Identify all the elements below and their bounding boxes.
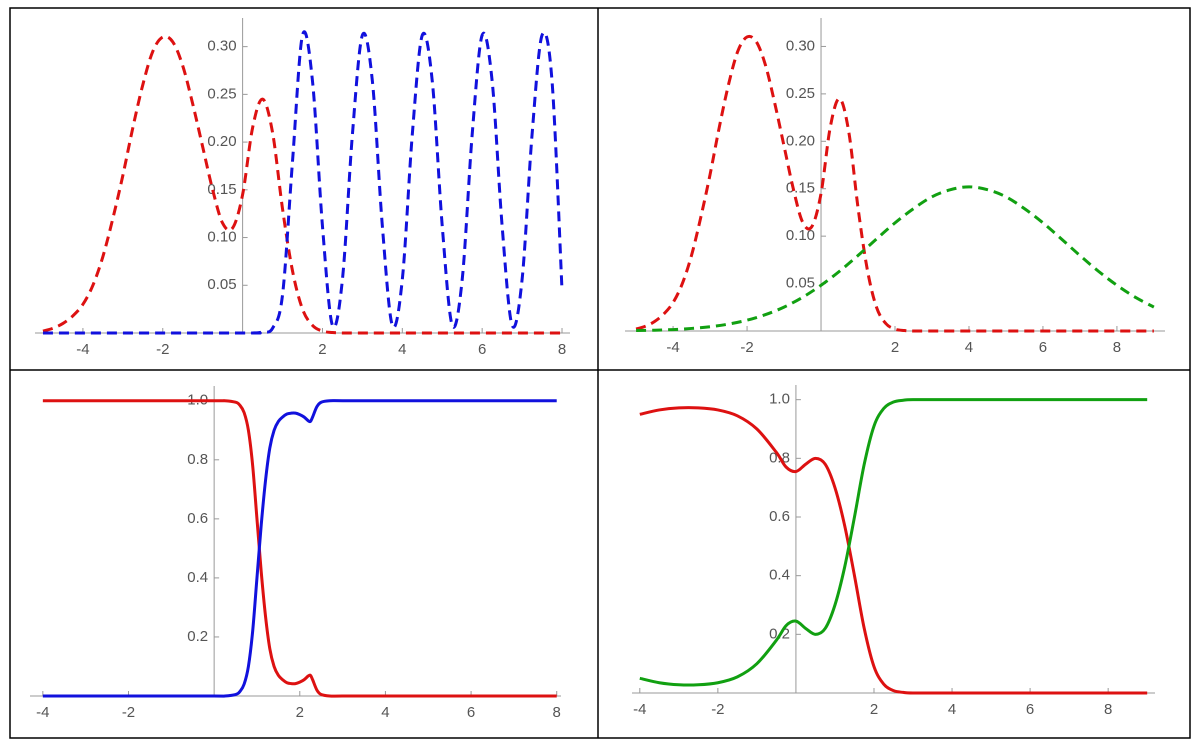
y-tick-label: 0.20 [207, 133, 236, 150]
x-tick-label: 8 [553, 704, 561, 721]
x-tick-label: 8 [1113, 339, 1121, 356]
x-tick-label: -4 [633, 701, 646, 718]
y-tick-label: 0.10 [207, 229, 236, 246]
curve [636, 185, 1155, 333]
x-tick-label: -4 [76, 341, 89, 358]
y-tick-label: 0.05 [786, 275, 815, 292]
x-tick-label: 2 [296, 704, 304, 721]
x-tick-label: 2 [891, 339, 899, 356]
y-tick-label: 0.4 [769, 567, 790, 584]
y-tick-label: 0.25 [786, 85, 815, 102]
x-tick-label: 6 [478, 341, 486, 358]
y-tick-label: 0.4 [187, 569, 208, 586]
y-tick-label: 0.20 [786, 132, 815, 149]
x-tick-label: 4 [398, 341, 406, 358]
grid-border [9, 7, 1191, 739]
x-tick-label: 2 [870, 701, 878, 718]
curve [639, 406, 1148, 695]
x-tick-label: 8 [1104, 701, 1112, 718]
x-tick-label: -2 [711, 701, 724, 718]
x-tick-label: 4 [965, 339, 973, 356]
y-tick-label: 1.0 [769, 391, 790, 408]
x-tick-label: -4 [36, 704, 49, 721]
x-tick-label: -2 [740, 339, 753, 356]
x-tick-label: -4 [666, 339, 679, 356]
x-tick-label: 6 [467, 704, 475, 721]
curve [635, 34, 1154, 333]
x-tick-label: 6 [1039, 339, 1047, 356]
curve [639, 398, 1148, 687]
y-tick-label: 0.6 [769, 508, 790, 525]
x-tick-label: 8 [558, 341, 566, 358]
y-tick-label: 0.15 [786, 180, 815, 197]
x-tick-label: 4 [381, 704, 389, 721]
x-tick-label: 2 [318, 341, 326, 358]
y-tick-label: 0.25 [207, 85, 236, 102]
x-tick-label: 4 [948, 701, 956, 718]
y-tick-label: 0.30 [786, 37, 815, 54]
x-tick-label: 6 [1026, 701, 1034, 718]
curve [42, 35, 563, 335]
y-tick-label: 0.10 [786, 227, 815, 244]
x-tick-label: -2 [122, 704, 135, 721]
y-tick-label: 0.2 [187, 628, 208, 645]
x-tick-label: -2 [156, 341, 169, 358]
curve [42, 399, 557, 698]
y-tick-label: 0.8 [187, 451, 208, 468]
y-tick-label: 0.30 [207, 38, 236, 55]
y-tick-label: 0.05 [207, 276, 236, 293]
y-tick-label: 0.6 [187, 510, 208, 527]
curve [42, 399, 557, 698]
